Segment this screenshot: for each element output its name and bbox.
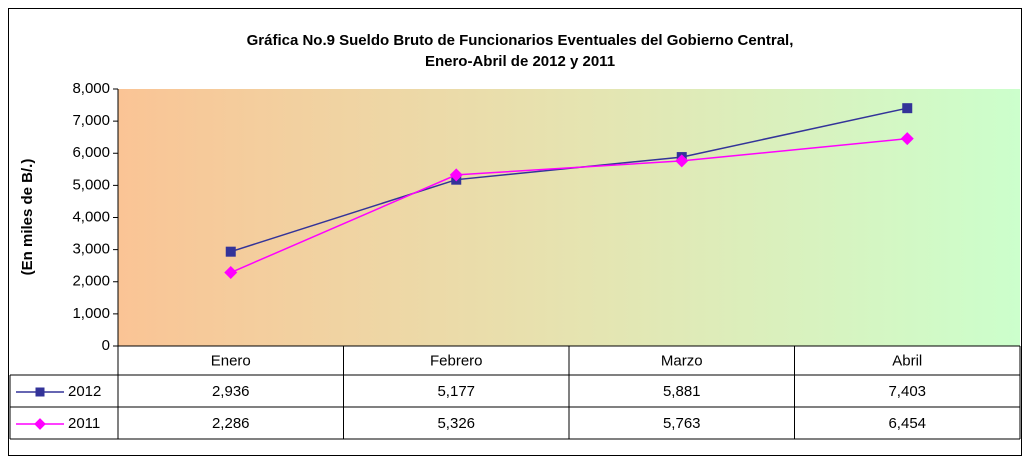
y-tick-label: 1,000 (72, 305, 110, 322)
marker (900, 132, 914, 146)
table-value: 6,454 (888, 415, 926, 432)
table-value: 5,881 (663, 383, 701, 400)
legend-label: 2012 (68, 383, 101, 400)
table-value: 5,177 (437, 383, 475, 400)
table-value: 2,286 (212, 415, 250, 432)
y-tick-label: 3,000 (72, 241, 110, 258)
y-tick-label: 7,000 (72, 112, 110, 129)
y-tick-label: 4,000 (72, 208, 110, 225)
x-tick-label: Febrero (430, 352, 483, 369)
y-tick-label: 0 (102, 337, 110, 354)
y-tick-label: 5,000 (72, 176, 110, 193)
table-value: 7,403 (888, 383, 926, 400)
x-tick-label: Abril (892, 352, 922, 369)
chart-title: Enero-Abril de 2012 y 2011 (425, 53, 615, 70)
y-tick-label: 8,000 (72, 80, 110, 97)
x-tick-label: Enero (211, 352, 251, 369)
table-value: 5,326 (437, 415, 475, 432)
marker (675, 154, 689, 168)
marker (902, 103, 913, 114)
series-line (230, 137, 908, 274)
table-value: 5,763 (663, 415, 701, 432)
marker (35, 387, 45, 397)
marker (449, 168, 463, 182)
plot-area (118, 89, 1020, 346)
y-axis-label: (En miles de B/.) (19, 159, 36, 276)
chart-title: Gráfica No.9 Sueldo Bruto de Funcionario… (247, 32, 794, 49)
legend-label: 2011 (68, 415, 100, 432)
table-value: 2,936 (212, 383, 250, 400)
marker (224, 266, 238, 280)
marker (34, 418, 46, 430)
y-tick-label: 6,000 (72, 144, 110, 161)
marker (225, 246, 236, 257)
x-tick-label: Marzo (661, 352, 703, 369)
y-tick-label: 2,000 (72, 273, 110, 290)
